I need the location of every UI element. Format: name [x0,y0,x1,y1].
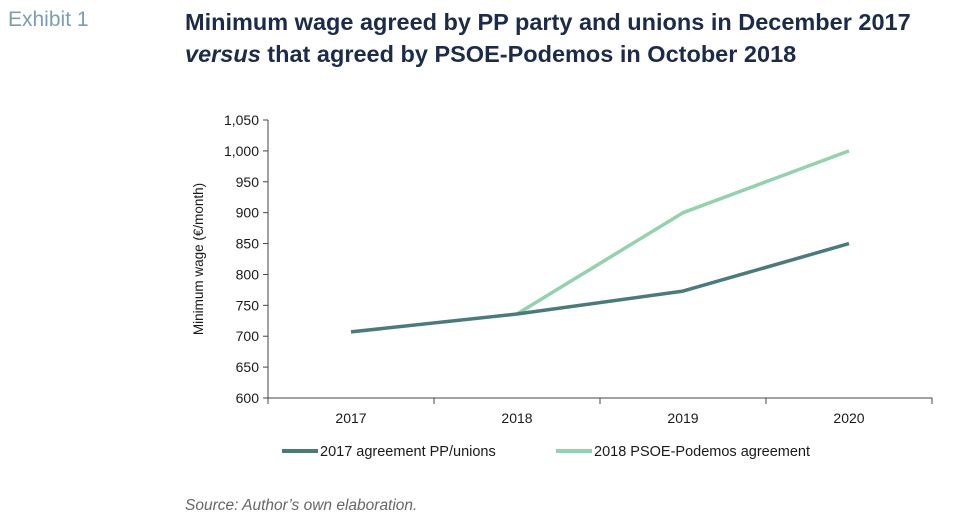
title-part1: Minimum wage agreed by PP party and unio… [185,9,911,35]
series-line-2 [516,149,850,316]
y-tick-label: 1,000 [224,143,259,159]
exhibit-label: Exhibit 1 [8,8,89,31]
legend-label-2: 2018 PSOE-Podemos agreement [594,444,810,460]
y-tick-label: 700 [236,328,260,344]
y-tick-label: 650 [236,359,260,375]
x-tick-label: 2019 [667,410,698,426]
chart-title: Minimum wage agreed by PP party and unio… [185,6,965,70]
y-tick-label: 600 [236,390,260,406]
y-tick-label: 950 [236,174,260,190]
legend-label-1: 2017 agreement PP/unions [320,444,496,460]
x-tick-label: 2018 [501,410,532,426]
source-note: Source: Author’s own elaboration. [185,497,418,514]
y-axis-label: Minimum wage (€/month) [191,183,206,335]
title-part2: that agreed by PSOE-Podemos in October 2… [260,41,797,67]
y-tick-label: 750 [236,297,260,313]
series-line-1 [350,241,850,334]
y-tick-label: 1,050 [224,112,259,128]
y-tick-label: 800 [236,266,260,282]
title-italic: versus [185,41,261,67]
x-tick-label: 2020 [833,410,864,426]
y-tick-label: 850 [236,236,260,252]
x-tick-label: 2017 [335,410,366,426]
y-tick-label: 900 [236,205,260,221]
